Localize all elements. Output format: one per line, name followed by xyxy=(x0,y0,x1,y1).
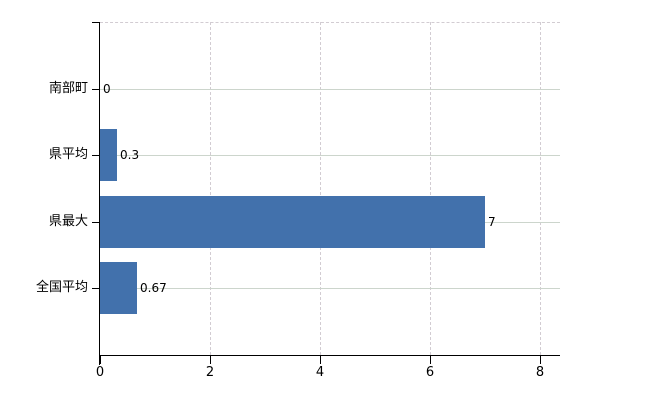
plot-top-border xyxy=(100,22,560,23)
category-label: 南部町 xyxy=(48,81,88,96)
y-axis-line xyxy=(99,22,100,365)
x-tick-label: 8 xyxy=(535,365,545,380)
bar xyxy=(100,196,485,248)
v-gridline xyxy=(210,22,211,355)
v-gridline xyxy=(540,22,541,355)
x-tick-label: 6 xyxy=(425,365,435,380)
bar xyxy=(100,129,117,181)
value-label: 7 xyxy=(488,215,496,229)
x-tick-label: 0 xyxy=(95,365,105,380)
x-tick xyxy=(430,355,431,364)
category-label: 県平均 xyxy=(48,147,88,162)
x-tick-label: 4 xyxy=(315,365,325,380)
y-axis-top-tick xyxy=(92,22,100,23)
x-axis-line xyxy=(99,355,560,356)
y-tick xyxy=(92,155,100,156)
value-label: 0 xyxy=(103,82,111,96)
h-gridline xyxy=(100,89,560,90)
x-tick xyxy=(100,355,101,364)
y-tick xyxy=(92,89,100,90)
category-label: 県最大 xyxy=(48,214,88,229)
bar xyxy=(100,262,137,314)
x-tick xyxy=(540,355,541,364)
category-label: 全国平均 xyxy=(35,280,88,295)
x-tick xyxy=(210,355,211,364)
y-tick xyxy=(92,222,100,223)
y-tick xyxy=(92,288,100,289)
value-label: 0.67 xyxy=(140,281,167,295)
value-label: 0.3 xyxy=(120,148,140,162)
v-gridline xyxy=(430,22,431,355)
x-tick xyxy=(320,355,321,364)
h-gridline xyxy=(100,155,560,156)
h-gridline xyxy=(100,288,560,289)
v-gridline xyxy=(320,22,321,355)
x-tick-label: 2 xyxy=(205,365,215,380)
